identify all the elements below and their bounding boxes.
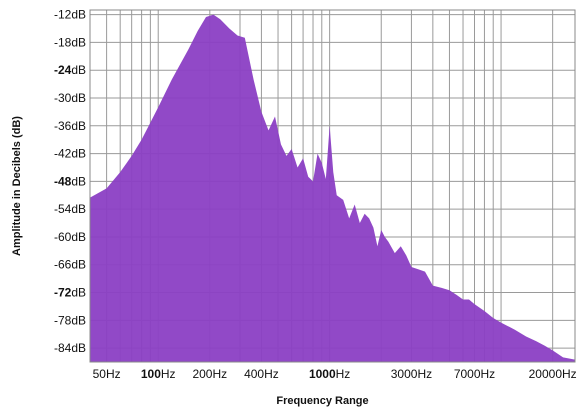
x-tick-label: 3000Hz xyxy=(391,367,432,381)
y-axis-tick-labels: -12dB -18dB -24dB -30dB -36dB -42dB -48dB -54dB… xyxy=(54,8,86,355)
plot-frame xyxy=(89,9,576,363)
x-tick-label: 400Hz xyxy=(244,367,279,381)
x-tick-label: 1000Hz xyxy=(309,367,350,381)
y-tick-label: -66dB xyxy=(54,258,86,272)
x-tick-label: 50Hz xyxy=(93,367,121,381)
y-tick-label: -30dB xyxy=(54,91,86,105)
spectrum-area xyxy=(90,14,575,362)
x-tick-label: 7000Hz xyxy=(454,367,495,381)
x-axis-tick-labels: 50Hz 100Hz 200Hz 400Hz 1000Hz 3000Hz 7000Hz 200… xyxy=(93,367,577,381)
x-tick-label: 100Hz xyxy=(141,367,176,381)
y-tick-label: -78dB xyxy=(54,313,86,327)
y-axis-title: Amplitude in Decibels (dB) xyxy=(11,116,23,256)
y-tick-label: -24dB xyxy=(54,63,86,77)
x-axis-title: Frequency Range xyxy=(276,395,368,407)
y-tick-label: -72dB xyxy=(54,286,86,300)
y-tick-label: -36dB xyxy=(54,119,86,133)
y-tick-label: -42dB xyxy=(54,147,86,161)
y-tick-label: -60dB xyxy=(54,230,86,244)
y-tick-label: -54dB xyxy=(54,202,86,216)
y-tick-label: -48dB xyxy=(54,174,86,188)
y-tick-label: -84dB xyxy=(54,341,86,355)
y-tick-label: -18dB xyxy=(54,35,86,49)
x-tick-label: 200Hz xyxy=(192,367,227,381)
y-tick-label: -12dB xyxy=(54,8,86,22)
x-tick-label: 20000Hz xyxy=(529,367,577,381)
